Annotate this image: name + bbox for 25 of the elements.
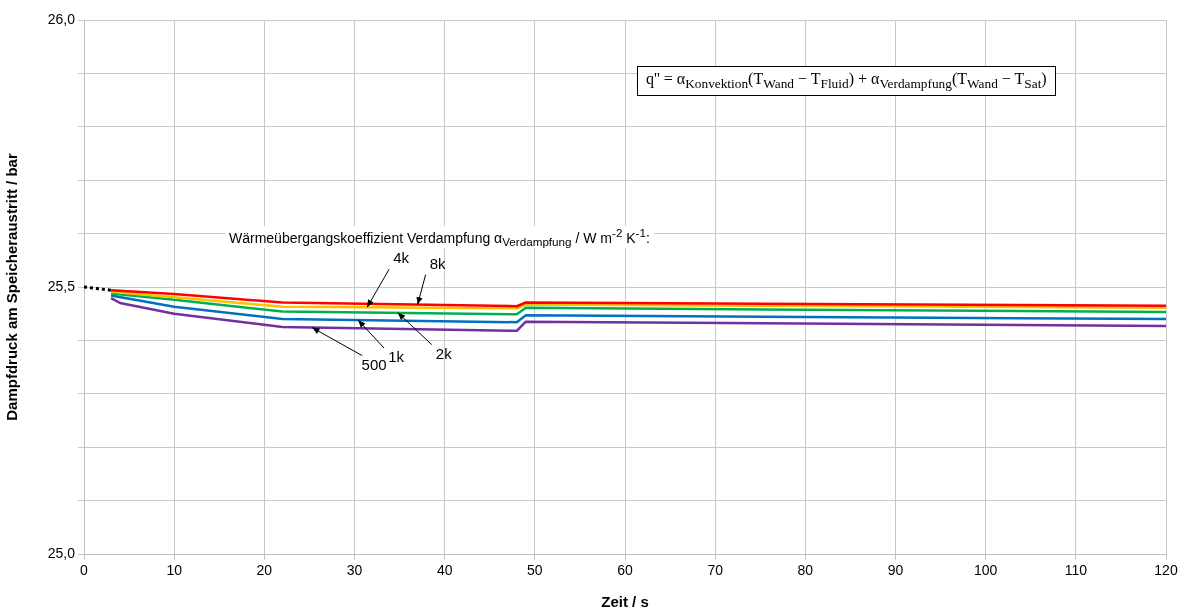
x-tick-label: 30 [346,562,363,579]
annotation: 500 [361,355,387,373]
x-tick-label: 100 [973,562,998,579]
x-tick-label: 10 [166,562,183,579]
annotation: 1k [388,348,405,366]
x-tick-label: 80 [797,562,814,579]
x-tick-label: 50 [527,562,543,579]
annotation: 8k [429,254,447,272]
x-tick-label: 110 [1064,562,1088,579]
annotation: 4k [393,249,410,267]
x-tick-label: 90 [887,562,904,579]
annotation: 2k [435,344,453,362]
y-tick-label: 26,0 [47,10,76,27]
x-tick-label: 40 [436,562,453,579]
y-tick-label: 25,0 [47,544,76,561]
text: q'' = α$_{Konvektion}$(T$_{Wand}$ − T$_{Fluid}$) + α$_{Verdampfung}$(T$_{Wand}$ − T$_{Sat}$) [646,70,1047,92]
x-axis-title: Zeit / s [601,593,649,611]
x-tick-label: 70 [707,562,724,579]
x-tick-label: 120 [1154,562,1178,579]
x-tick-label: 20 [256,562,273,579]
x-tick-label: 0 [80,562,89,579]
y-tick-label: 25,5 [47,277,76,294]
annotation: Wärmeübergangskoeffizient Verdampfung α$_{Verdampfung}$ / W m$^{-2}$ K$^{-1}$: [225,226,654,249]
x-tick-label: 60 [617,562,633,579]
y-axis-title: Dampfdruck am Speicheraustritt / bar [3,153,21,421]
